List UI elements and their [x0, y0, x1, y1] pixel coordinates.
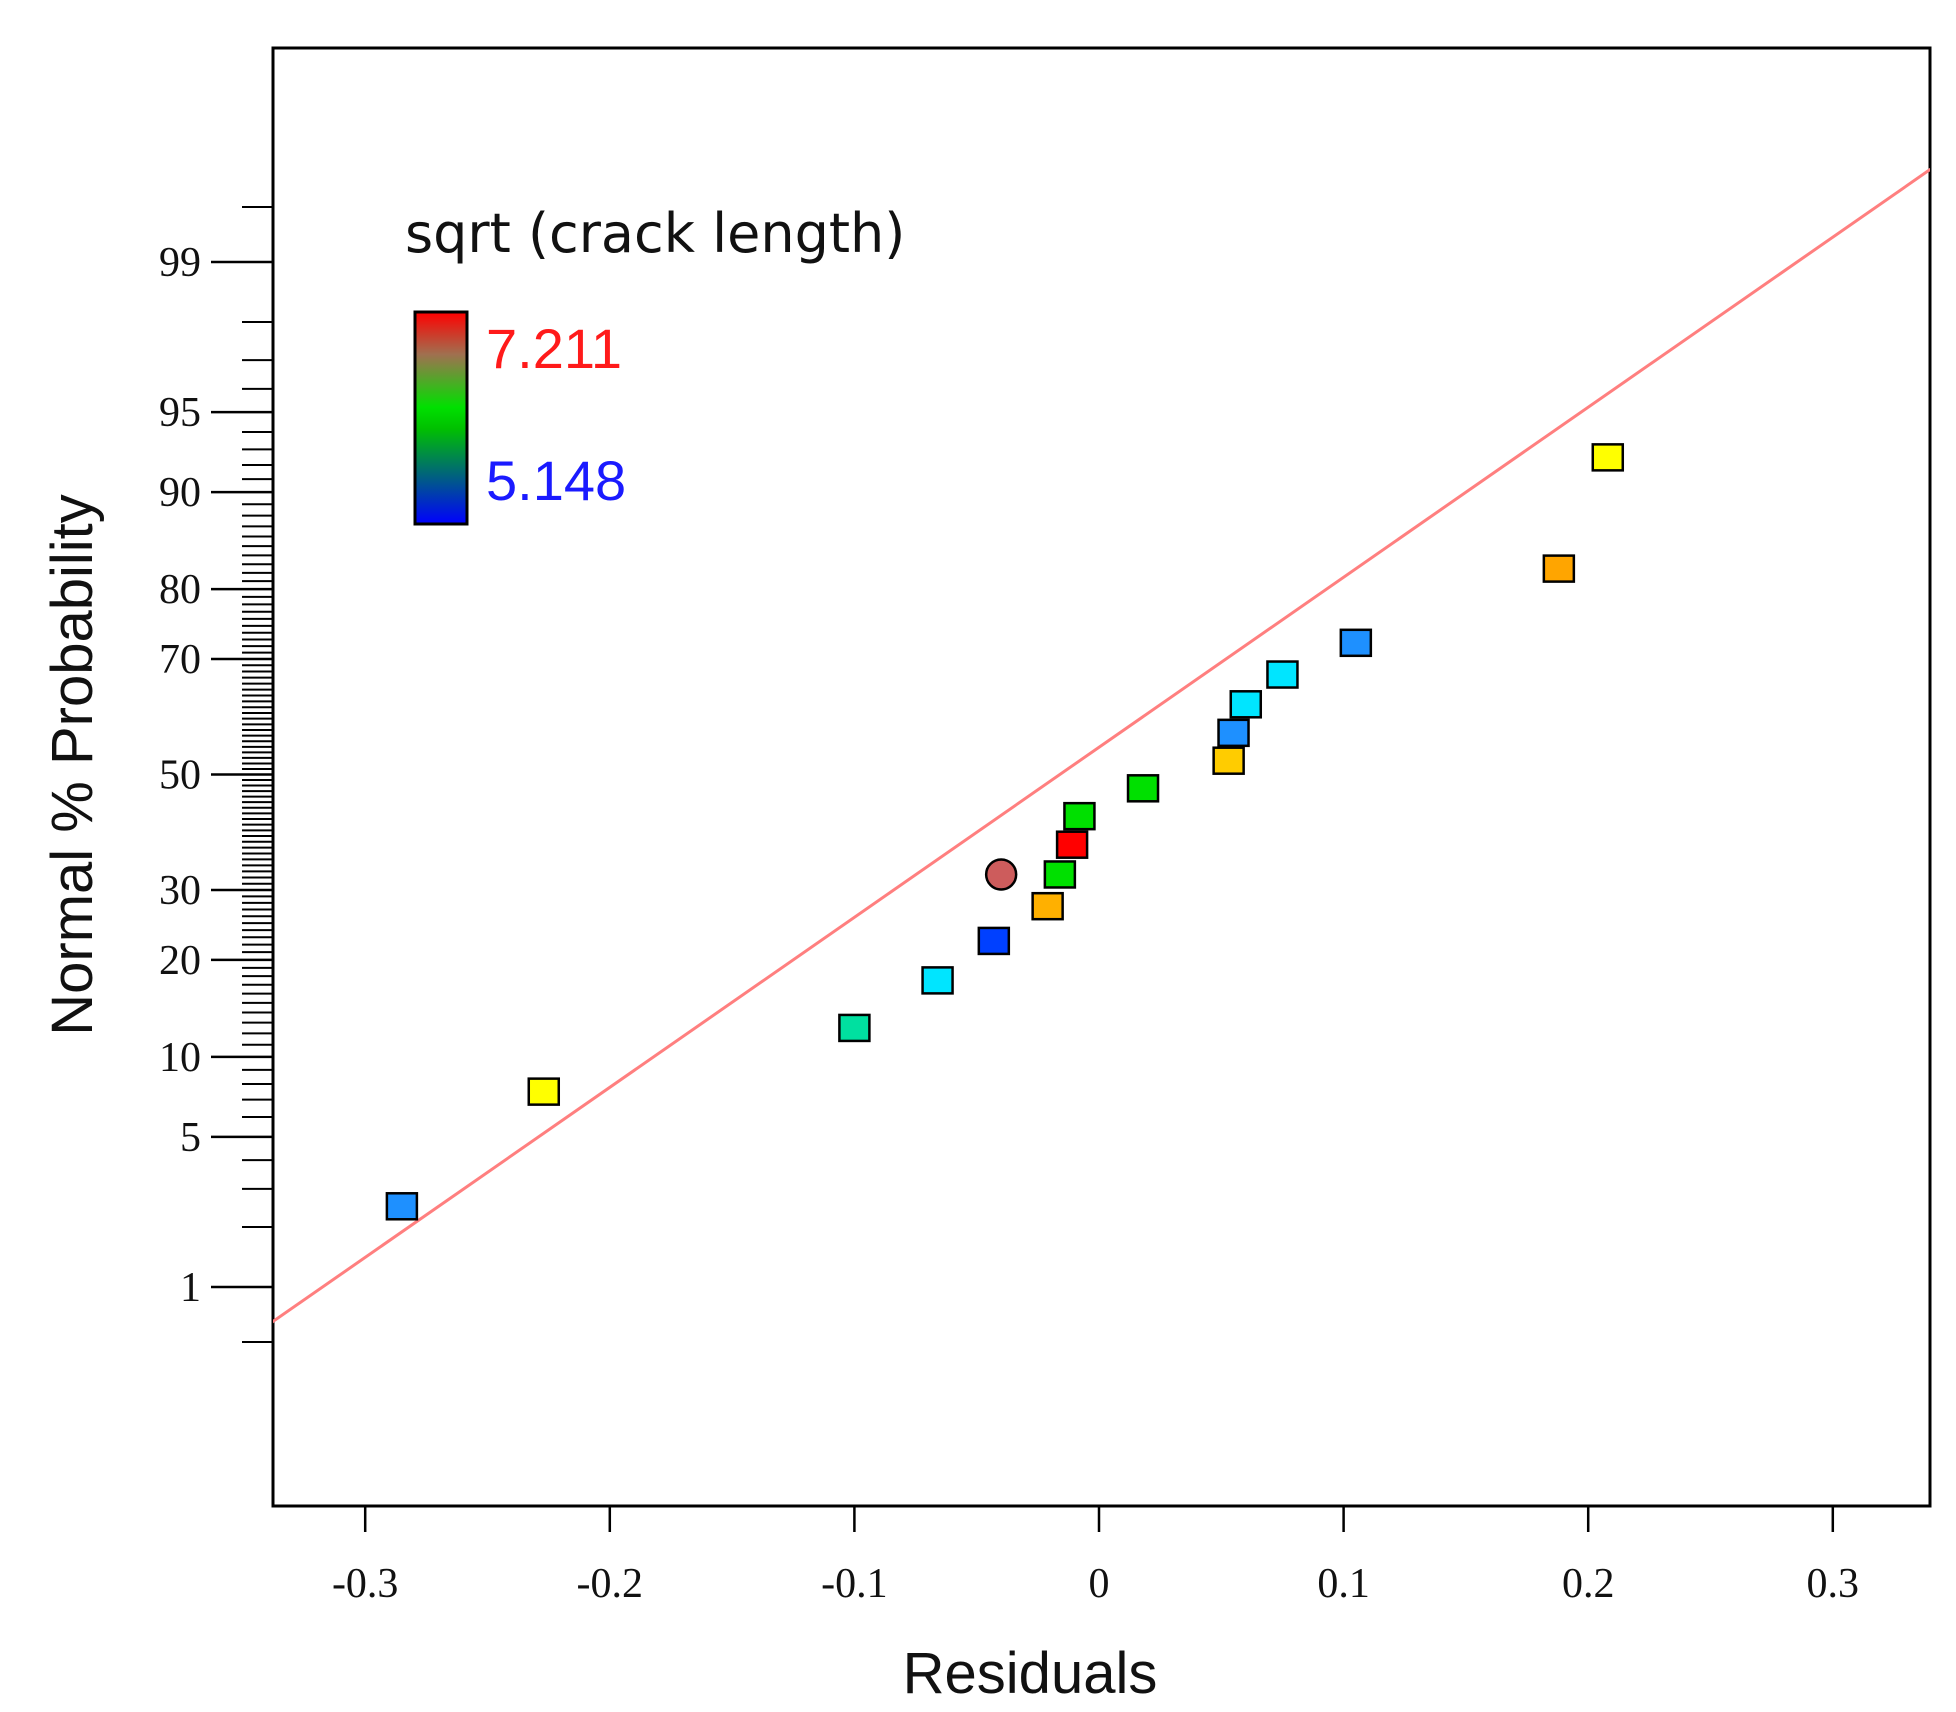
x-tick-label: 0.2: [1562, 1561, 1615, 1607]
data-point: [1542, 554, 1576, 583]
plot-frame: [271, 46, 1932, 1508]
x-tick-label: -0.2: [577, 1561, 644, 1607]
y-tick-label: 80: [159, 567, 201, 613]
y-major-ticks: 1 5 10 20 30 50 70 80 90 95 99: [159, 240, 273, 1311]
data-point: [1043, 860, 1077, 889]
colorbar-min-label: 5.148: [486, 449, 626, 512]
y-tick-label: 1: [180, 1265, 201, 1311]
data-point: [838, 1013, 871, 1043]
data-point: [1212, 746, 1245, 775]
data-point: [1055, 830, 1089, 859]
x-tick-label: 0: [1089, 1561, 1110, 1607]
x-tick-label: 0.3: [1807, 1561, 1860, 1607]
x-tick-label: -0.3: [332, 1561, 399, 1607]
x-axis-title: Residuals: [903, 1641, 1158, 1706]
data-point: [527, 1077, 561, 1106]
data-point: [1339, 628, 1373, 658]
data-points: [385, 443, 1625, 1221]
y-axis-title: Normal % Probability: [40, 494, 105, 1036]
reference-line: [273, 167, 1930, 1324]
y-tick-label: 10: [159, 1035, 201, 1081]
y-tick-label: 90: [159, 470, 201, 516]
data-point: [921, 966, 954, 995]
data-point: [1266, 660, 1299, 689]
data-point: [1126, 774, 1160, 803]
y-tick-label: 30: [159, 868, 201, 914]
y-tick-label: 20: [159, 938, 201, 984]
data-point: [1591, 443, 1625, 472]
legend-title: sqrt (crack length): [405, 202, 905, 265]
data-point: [977, 926, 1011, 956]
y-tick-label: 5: [180, 1115, 201, 1161]
colorbar: [413, 310, 469, 526]
x-tick-label: 0.1: [1317, 1561, 1370, 1607]
data-point: [1063, 801, 1096, 831]
x-tick-label: -0.1: [821, 1561, 888, 1607]
colorbar-max-label: 7.211: [486, 317, 622, 380]
y-minor-ticks: [242, 206, 273, 1343]
data-point: [1229, 690, 1263, 719]
data-point: [385, 1192, 419, 1221]
data-point: [1217, 718, 1250, 748]
y-tick-label: 50: [159, 753, 201, 799]
y-tick-label: 99: [159, 240, 201, 286]
data-point-circle: [984, 858, 1018, 891]
x-ticks: -0.3 -0.2 -0.1 0 0.1 0.2 0.3: [332, 1506, 1859, 1607]
data-point: [1031, 891, 1064, 921]
y-tick-label: 95: [159, 390, 201, 436]
y-tick-label: 70: [159, 637, 201, 683]
